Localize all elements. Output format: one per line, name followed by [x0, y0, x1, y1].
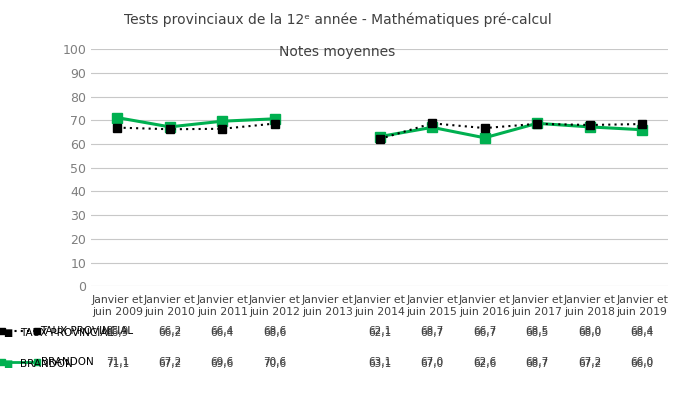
Text: 63,1: 63,1 [368, 357, 391, 367]
Text: 66,7: 66,7 [473, 328, 496, 338]
Text: 66,4: 66,4 [211, 328, 234, 338]
Text: Tests provinciaux de la 12ᵉ année - Mathématiques pré-calcul: Tests provinciaux de la 12ᵉ année - Math… [124, 12, 551, 27]
Text: 67,0: 67,0 [421, 357, 443, 367]
Text: ■: ■ [3, 359, 13, 369]
Text: 66,7: 66,7 [473, 326, 496, 336]
Text: 68,0: 68,0 [578, 328, 601, 338]
Text: BRANDON: BRANDON [20, 359, 73, 369]
Text: 66,0: 66,0 [630, 357, 653, 367]
Text: 66,4: 66,4 [211, 326, 234, 336]
Text: 68,7: 68,7 [421, 328, 443, 338]
Text: TAUX PROVINCIAL: TAUX PROVINCIAL [20, 328, 113, 338]
Text: 68,4: 68,4 [630, 326, 653, 336]
Text: 67,2: 67,2 [158, 357, 182, 367]
Text: 69,6: 69,6 [211, 359, 234, 369]
Text: 68,6: 68,6 [263, 328, 286, 338]
Text: 68,5: 68,5 [525, 326, 549, 336]
Text: 62,1: 62,1 [368, 326, 391, 336]
Text: 71,1: 71,1 [106, 357, 129, 367]
Text: 68,6: 68,6 [263, 326, 286, 336]
Text: 67,2: 67,2 [578, 359, 601, 369]
Text: 68,7: 68,7 [525, 359, 549, 369]
Text: 68,0: 68,0 [578, 326, 601, 336]
Text: 66,9: 66,9 [106, 328, 129, 338]
Text: 62,1: 62,1 [368, 328, 391, 338]
Text: TAUX PROVINCIAL: TAUX PROVINCIAL [40, 326, 134, 336]
Text: 66,0: 66,0 [630, 359, 653, 369]
Text: 66,2: 66,2 [158, 328, 182, 338]
Text: 66,2: 66,2 [158, 326, 182, 336]
Text: 70,6: 70,6 [263, 357, 286, 367]
Text: BRANDON: BRANDON [40, 357, 93, 367]
Text: 62,6: 62,6 [473, 359, 496, 369]
Text: 70,6: 70,6 [263, 359, 286, 369]
Text: ■: ■ [3, 328, 13, 338]
Text: 68,5: 68,5 [525, 328, 549, 338]
Text: 63,1: 63,1 [368, 359, 391, 369]
Text: Notes moyennes: Notes moyennes [279, 45, 396, 59]
Text: 67,2: 67,2 [158, 359, 182, 369]
Text: 68,4: 68,4 [630, 328, 653, 338]
Text: 66,9: 66,9 [106, 326, 129, 336]
Text: 68,7: 68,7 [421, 326, 443, 336]
Text: 67,0: 67,0 [421, 359, 443, 369]
Text: 68,7: 68,7 [525, 357, 549, 367]
Text: 62,6: 62,6 [473, 357, 496, 367]
Text: 69,6: 69,6 [211, 357, 234, 367]
Text: 67,2: 67,2 [578, 357, 601, 367]
Text: 71,1: 71,1 [106, 359, 129, 369]
